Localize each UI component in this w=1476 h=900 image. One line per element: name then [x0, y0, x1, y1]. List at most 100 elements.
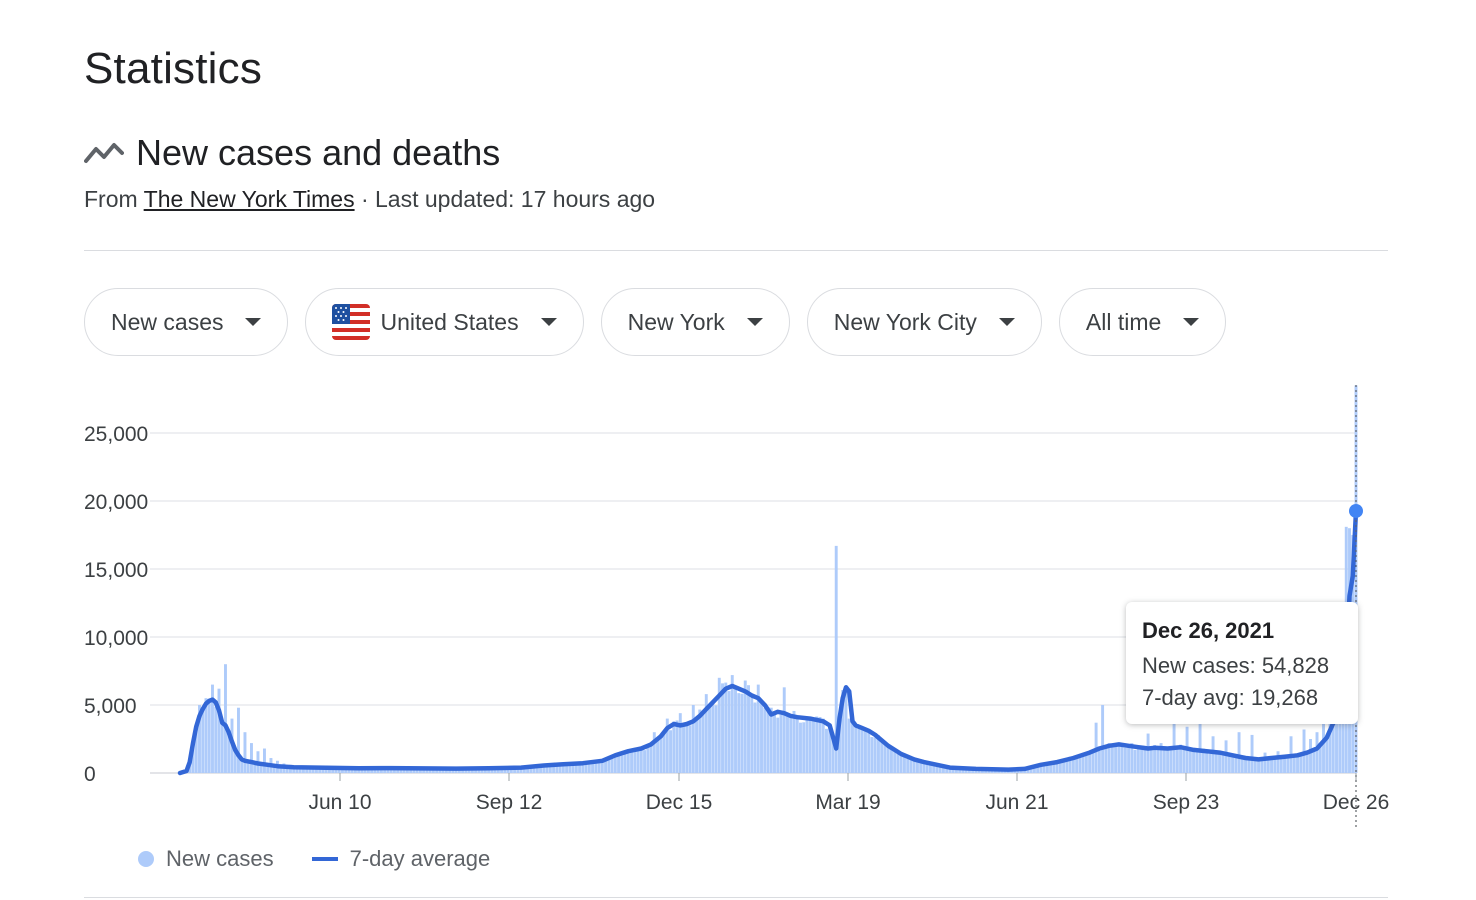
new-cases-bar [678, 713, 682, 773]
new-cases-bar [327, 768, 331, 773]
new-cases-bar [250, 743, 253, 773]
new-cases-bar [1231, 757, 1235, 773]
new-cases-bar [717, 677, 721, 773]
new-cases-bar [610, 755, 614, 773]
new-cases-bar [1133, 749, 1137, 773]
new-cases-bar [516, 767, 520, 773]
new-cases-bar [945, 767, 949, 773]
new-cases-bar [1283, 757, 1286, 773]
new-cases-bar [581, 763, 585, 773]
new-cases-bar [574, 764, 578, 773]
new-cases-bar [211, 684, 214, 773]
new-cases-bar [756, 684, 760, 773]
new-cases-bar [529, 766, 533, 773]
divider-top [84, 250, 1388, 251]
new-cases-bar [1315, 732, 1319, 773]
y-tick-label: 15,000 [84, 559, 148, 582]
new-cases-bar [285, 767, 289, 773]
new-cases-bar [834, 545, 838, 773]
new-cases-bar [1354, 385, 1358, 773]
new-cases-bar [227, 729, 231, 773]
metric-filter-label: New cases [111, 308, 224, 335]
new-cases-bar [688, 725, 692, 773]
new-cases-bar [825, 728, 828, 773]
new-cases-bar [854, 725, 858, 773]
new-cases-bar [363, 767, 367, 773]
state-filter-chip[interactable]: New York [600, 288, 790, 356]
new-cases-bar [964, 768, 968, 773]
x-axis-labels: Jun 10 Sep 12 Dec 15 Mar 19 Jun 21 Sep 23 Dec … [308, 773, 1389, 814]
new-cases-bar [889, 747, 893, 773]
dropdown-arrow-icon [1183, 318, 1200, 326]
new-cases-bar [1309, 739, 1312, 773]
new-cases-bar [1318, 745, 1322, 773]
new-cases-bar [1273, 756, 1277, 773]
chart-line [177, 508, 1359, 776]
new-cases-bar [272, 765, 276, 773]
new-cases-bar [665, 718, 669, 773]
new-cases-bar [370, 768, 374, 773]
new-cases-bar [701, 710, 705, 773]
new-cases-bar [1049, 763, 1053, 773]
time-range-filter-chip[interactable]: All time [1058, 288, 1227, 356]
new-cases-bar [795, 715, 799, 773]
new-cases-bar [727, 691, 731, 773]
tooltip-new-cases: New cases: 54,828 [1142, 653, 1330, 678]
new-cases-bar [591, 761, 595, 773]
new-cases-bar [1250, 734, 1254, 773]
new-cases-bar [805, 717, 809, 773]
new-cases-bar [331, 768, 335, 773]
new-cases-bar [519, 767, 523, 773]
divider-bottom [84, 897, 1388, 898]
new-cases-bar [217, 688, 221, 773]
new-cases-bar [194, 725, 198, 773]
new-cases-bar [334, 767, 338, 773]
new-cases-bar [886, 745, 890, 773]
new-cases-bar [1045, 763, 1049, 773]
new-cases-bar [1146, 733, 1150, 773]
new-cases-bar [1169, 748, 1173, 773]
country-filter-chip[interactable]: United States [305, 288, 584, 356]
x-tick-label: Dec 26 [1323, 791, 1390, 814]
new-cases-bar [1162, 749, 1166, 773]
new-cases-bar [656, 739, 660, 773]
new-cases-bar [311, 767, 315, 773]
new-cases-bar [578, 763, 582, 773]
new-cases-bar [1136, 748, 1140, 773]
new-cases-bar [613, 753, 617, 773]
new-cases-bar [587, 761, 591, 773]
dropdown-arrow-icon [746, 318, 763, 326]
new-cases-bar [730, 675, 734, 773]
new-cases-bar [1247, 757, 1251, 773]
new-cases-bar [915, 760, 919, 773]
new-cases-bar [1299, 754, 1303, 773]
new-cases-bar [1078, 756, 1082, 773]
new-cases-bar [496, 767, 500, 773]
source-link[interactable]: The New York Times [143, 186, 355, 212]
y-tick-label: 5,000 [84, 695, 137, 718]
new-cases-bar [954, 768, 958, 773]
new-cases-bar [1104, 744, 1108, 773]
new-cases-bar [1221, 753, 1225, 773]
page-title: Statistics [84, 44, 263, 93]
new-cases-bar [932, 764, 936, 773]
new-cases-bar [925, 762, 929, 773]
new-cases-bar [649, 742, 653, 773]
new-cases-bar [1039, 764, 1043, 773]
new-cases-bar [298, 767, 302, 773]
new-cases-bar [607, 758, 611, 773]
new-cases-bar [1201, 748, 1205, 773]
new-cases-bar [1188, 749, 1192, 773]
new-cases-bar [204, 698, 208, 773]
new-cases-bar [464, 768, 468, 773]
source-prefix: From [84, 186, 138, 212]
last-updated: · Last updated: 17 hours ago [360, 186, 656, 212]
metric-filter-chip[interactable]: New cases [84, 288, 289, 356]
section-title: New cases and deaths [136, 132, 501, 173]
city-filter-chip[interactable]: New York City [806, 288, 1042, 356]
new-cases-bar [779, 714, 783, 773]
new-cases-bar [857, 725, 861, 773]
new-cases-bar [318, 767, 322, 773]
new-cases-bar [344, 768, 348, 773]
new-cases-bar [880, 739, 884, 773]
